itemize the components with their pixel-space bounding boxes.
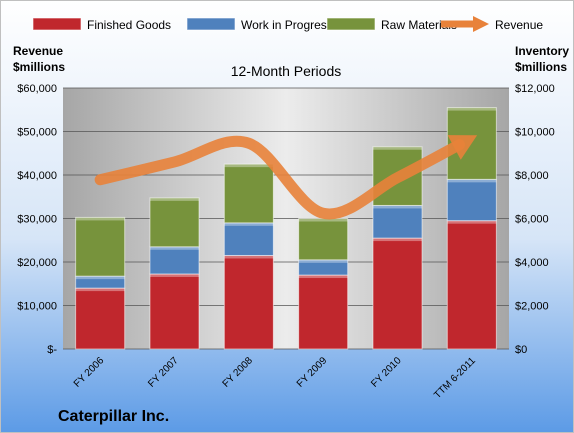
legend-label: Finished Goods: [87, 18, 171, 32]
legend-swatch: [186, 17, 236, 31]
bar-segment: [223, 222, 274, 256]
legend-swatch-arrow: [473, 16, 489, 32]
bar-segment-highlight: [149, 246, 200, 250]
right-axis-label-line2: $millions: [515, 60, 567, 74]
bar-segment-highlight: [447, 107, 497, 111]
legend-swatch: [326, 17, 376, 31]
bar-segment: [149, 273, 200, 350]
bar-segment-highlight: [75, 288, 125, 292]
revenue-arrowhead: [447, 135, 478, 160]
right-tick-label: $12,000: [515, 83, 555, 95]
left-tick-label: $60,000: [17, 83, 57, 95]
bar-segment-highlight: [224, 222, 274, 226]
left-tick-label: $30,000: [17, 214, 57, 226]
right-axis-label-line1: Inventory: [515, 44, 569, 58]
left-tick-label: $10,000: [17, 301, 57, 313]
right-tick-label: $8,000: [515, 170, 549, 182]
bar-segment-highlight: [298, 275, 348, 279]
bar-segment: [149, 197, 200, 248]
bar-segment: [298, 218, 349, 261]
legend: Finished Goods Work in Progress Raw Materi…: [32, 16, 543, 32]
bar-segment-highlight: [149, 273, 200, 277]
bar-segment-highlight: [372, 205, 423, 209]
left-axis-label-line2: $millions: [13, 60, 65, 74]
bar-segment-highlight: [298, 259, 348, 263]
bar-segment-highlight: [149, 197, 200, 201]
legend-label: Work in Progress: [241, 18, 333, 32]
right-tick-label: $2,000: [515, 301, 549, 313]
right-tick-label: $6,000: [515, 214, 549, 226]
bar-segment: [149, 246, 200, 275]
chart-title: 12-Month Periods: [231, 63, 342, 79]
revenue-line-layer: [94, 135, 478, 220]
bar-segment: [223, 163, 274, 224]
bar-segment: [223, 254, 274, 350]
bar-segment: [75, 216, 126, 277]
bar-segment-highlight: [447, 179, 497, 183]
company-name: Caterpillar Inc.: [58, 408, 169, 425]
legend-swatch: [32, 17, 82, 31]
right-tick-label: $10,000: [515, 127, 555, 139]
bar-segment: [446, 220, 497, 350]
bar-segment-highlight: [372, 238, 423, 242]
legend-label: Revenue: [495, 18, 543, 32]
bar-segment-highlight: [298, 218, 348, 222]
bar-segment: [75, 287, 126, 350]
left-axis-label-line1: Revenue: [13, 44, 63, 58]
right-tick-label: $0: [515, 344, 527, 356]
revenue-line: [94, 135, 465, 220]
bar-segment-highlight: [372, 146, 423, 150]
bar-segment-highlight: [75, 276, 125, 280]
bar-segment-highlight: [75, 217, 125, 221]
bar-segment: [372, 204, 423, 239]
bar-segment-highlight: [447, 220, 497, 224]
bars: [75, 107, 497, 350]
left-tick-label: $40,000: [17, 170, 57, 182]
left-tick-label: $-: [47, 344, 57, 356]
bar-segment-highlight: [224, 255, 274, 259]
right-tick-label: $4,000: [515, 257, 549, 269]
bar-segment: [446, 178, 497, 222]
left-tick-label: $20,000: [17, 257, 57, 269]
left-tick-label: $50,000: [17, 127, 57, 139]
bar-segment-highlight: [224, 164, 274, 168]
bar-segment: [372, 237, 423, 350]
legend-label: Raw Materials: [381, 18, 457, 32]
bar-segment: [298, 274, 349, 350]
